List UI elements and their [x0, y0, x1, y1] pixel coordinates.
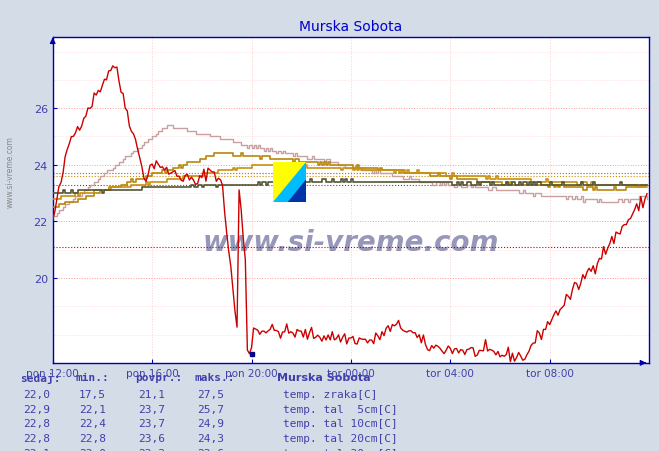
Title: Murska Sobota: Murska Sobota	[299, 20, 403, 34]
Text: 24,9: 24,9	[198, 419, 224, 428]
Text: temp. tal 30cm[C]: temp. tal 30cm[C]	[283, 448, 398, 451]
Text: 23,0: 23,0	[79, 448, 105, 451]
Text: 23,7: 23,7	[138, 404, 165, 414]
Text: temp. zraka[C]: temp. zraka[C]	[283, 389, 378, 399]
Text: temp. tal  5cm[C]: temp. tal 5cm[C]	[283, 404, 398, 414]
Text: sedaj:: sedaj:	[20, 372, 60, 383]
Text: 22,8: 22,8	[23, 433, 49, 443]
Text: maks.:: maks.:	[194, 372, 235, 382]
Text: 23,3: 23,3	[138, 448, 165, 451]
Polygon shape	[273, 162, 306, 203]
Polygon shape	[289, 180, 306, 203]
Text: temp. tal 20cm[C]: temp. tal 20cm[C]	[283, 433, 398, 443]
Text: www.si-vreme.com: www.si-vreme.com	[5, 135, 14, 207]
Text: 22,8: 22,8	[79, 433, 105, 443]
Text: 17,5: 17,5	[79, 389, 105, 399]
Text: 22,4: 22,4	[79, 419, 105, 428]
Polygon shape	[273, 162, 306, 203]
Text: min.:: min.:	[76, 372, 109, 382]
Text: 25,7: 25,7	[198, 404, 224, 414]
Text: 23,1: 23,1	[23, 448, 49, 451]
Text: 23,7: 23,7	[138, 419, 165, 428]
Text: 27,5: 27,5	[198, 389, 224, 399]
Text: 22,1: 22,1	[79, 404, 105, 414]
Text: 23,6: 23,6	[198, 448, 224, 451]
Text: 21,1: 21,1	[138, 389, 165, 399]
Text: 22,0: 22,0	[23, 389, 49, 399]
Text: Murska Sobota: Murska Sobota	[277, 372, 370, 382]
Text: 24,3: 24,3	[198, 433, 224, 443]
Text: povpr.:: povpr.:	[135, 372, 183, 382]
Text: 23,6: 23,6	[138, 433, 165, 443]
Text: 22,9: 22,9	[23, 404, 49, 414]
Text: 22,8: 22,8	[23, 419, 49, 428]
Text: www.si-vreme.com: www.si-vreme.com	[203, 229, 499, 257]
Text: temp. tal 10cm[C]: temp. tal 10cm[C]	[283, 419, 398, 428]
